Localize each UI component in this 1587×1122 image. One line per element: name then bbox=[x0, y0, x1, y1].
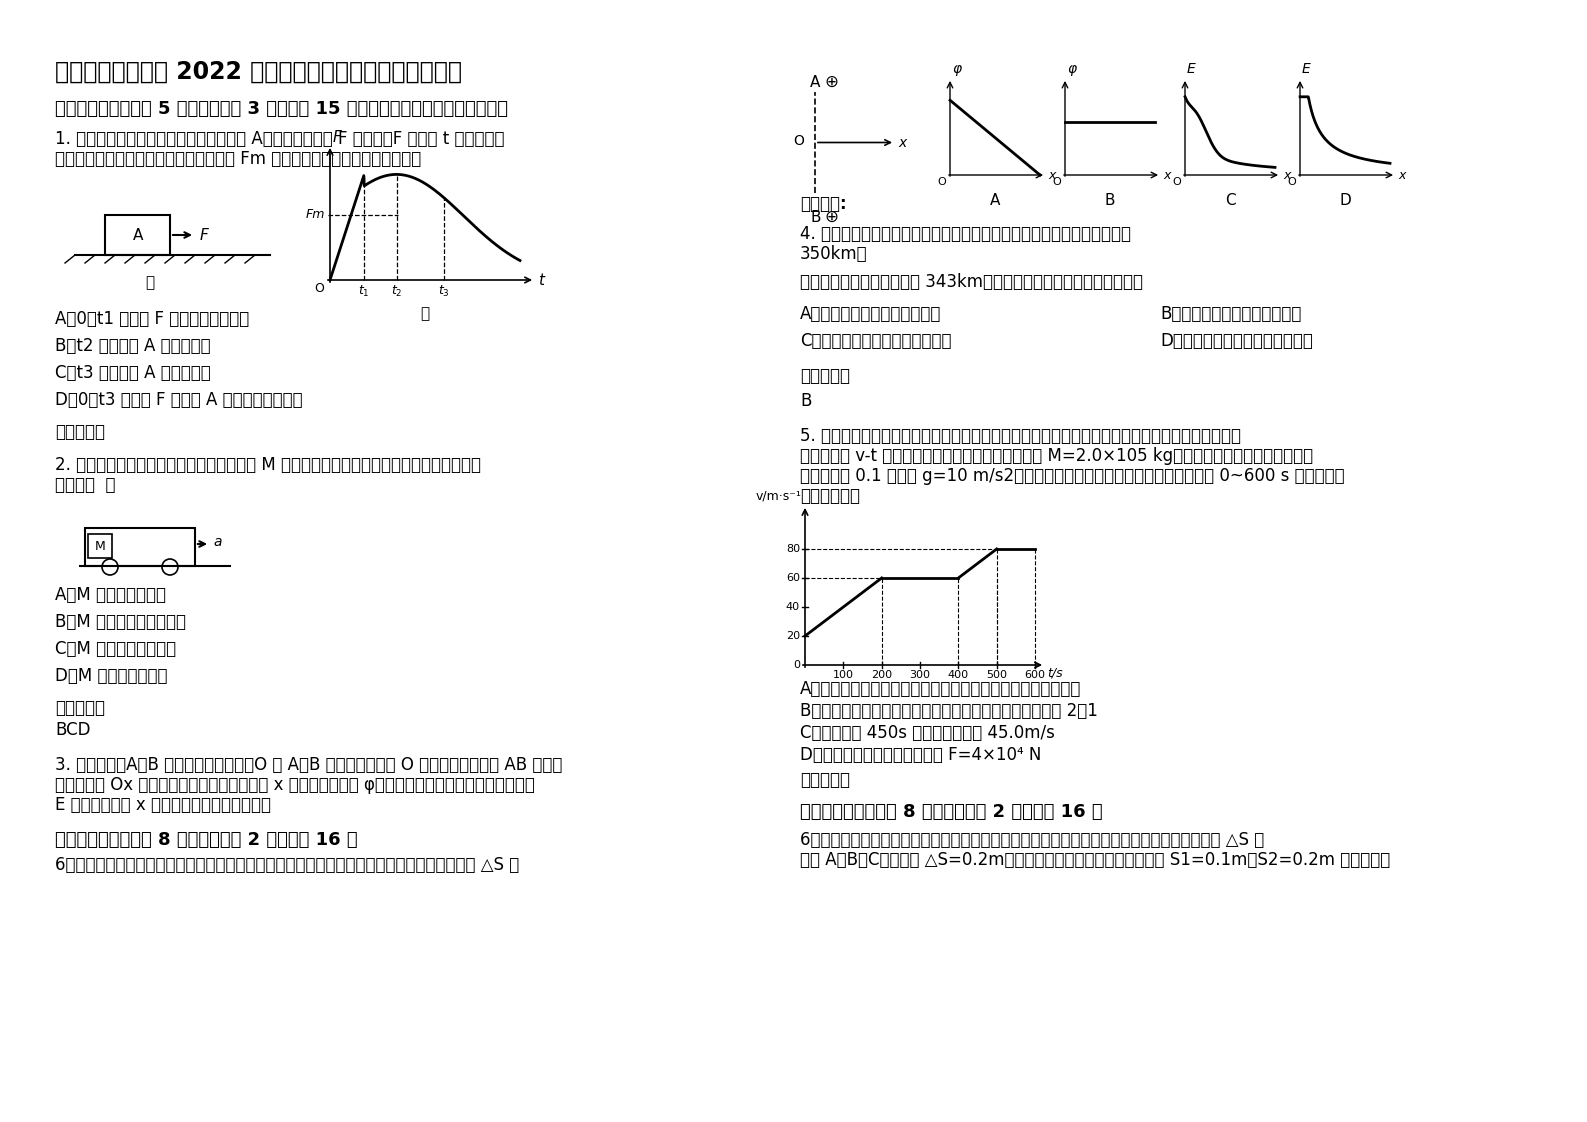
Text: E 的大小随坐标 x 的变化关系，其中正确的是: E 的大小随坐标 x 的变化关系，其中正确的是 bbox=[56, 795, 271, 813]
Text: x: x bbox=[1047, 168, 1055, 182]
Text: A．该动车组第二次加速通过的位移比第一次加速通过的位移小: A．该动车组第二次加速通过的位移比第一次加速通过的位移小 bbox=[800, 680, 1081, 698]
Text: C．M 仍相对于车厢静止: C．M 仍相对于车厢静止 bbox=[56, 640, 176, 657]
Text: a: a bbox=[213, 535, 222, 549]
Text: D: D bbox=[1339, 193, 1351, 208]
Text: 正方向建立 Ox 轴。下列四幅图分别反映了在 x 轴上各点的电势 φ（取无穷远处电势为零）和电场强度: 正方向建立 Ox 轴。下列四幅图分别反映了在 x 轴上各点的电势 φ（取无穷远处… bbox=[56, 776, 535, 794]
Text: C．该动车组 450s 内的平均速度为 45.0m/s: C．该动车组 450s 内的平均速度为 45.0m/s bbox=[800, 724, 1055, 742]
Text: D．0～t3 时间内 F 对物块 A 先做正功后做负功: D．0～t3 时间内 F 对物块 A 先做正功后做负功 bbox=[56, 390, 303, 410]
Text: $t_1$: $t_1$ bbox=[359, 284, 370, 300]
Text: O: O bbox=[794, 134, 805, 147]
Text: $t_3$: $t_3$ bbox=[438, 284, 449, 300]
Text: 神州八号的运行轨道高度为 343km。它们的运行轨道均视为圆周，则：: 神州八号的运行轨道高度为 343km。它们的运行轨道均视为圆周，则： bbox=[800, 273, 1143, 291]
Text: φ: φ bbox=[952, 62, 962, 76]
Bar bbox=[87, 534, 113, 558]
Text: 是其重力的 0.1 倍，取 g=10 m/s2。在该同学所记录的这段时间内（即图像中的 0~600 s 内），以下: 是其重力的 0.1 倍，取 g=10 m/s2。在该同学所记录的这段时间内（即图… bbox=[800, 467, 1344, 485]
Text: t/s: t/s bbox=[1047, 666, 1063, 680]
Bar bbox=[86, 528, 195, 565]
Text: 一、选择题：本题共 5 小题，每小题 3 分，共计 15 分．每小题只有一个选项符合题意: 一、选择题：本题共 5 小题，每小题 3 分，共计 15 分．每小题只有一个选项… bbox=[56, 100, 508, 118]
Text: F: F bbox=[333, 130, 341, 145]
Text: 参考答案：: 参考答案： bbox=[56, 423, 105, 441]
Text: 1. 如图甲所示，静止在水平地面上的物块 A，受到水平拉力 F 的作用，F 与时间 t 的关系如图: 1. 如图甲所示，静止在水平地面上的物块 A，受到水平拉力 F 的作用，F 与时… bbox=[56, 130, 505, 148]
Text: 乙所示。设物块与地面间的最大静摩擦力 Fm 的大小与滑动摩擦力大小相等。则: 乙所示。设物块与地面间的最大静摩擦力 Fm 的大小与滑动摩擦力大小相等。则 bbox=[56, 150, 421, 168]
Text: A: A bbox=[133, 228, 143, 242]
Text: 乙: 乙 bbox=[421, 306, 430, 321]
Text: F: F bbox=[200, 228, 209, 242]
Text: A: A bbox=[809, 75, 820, 90]
Text: 3. 如图所示，A、B 为两个等量点电荷，O 为 A、B 连线的中点，以 O 为坐标原点，垂直 AB 向右为: 3. 如图所示，A、B 为两个等量点电荷，O 为 A、B 连线的中点，以 O 为… bbox=[56, 756, 562, 774]
Text: 400: 400 bbox=[947, 670, 970, 680]
Text: M: M bbox=[95, 540, 105, 552]
Text: x: x bbox=[1163, 168, 1170, 182]
Text: 0: 0 bbox=[794, 660, 800, 670]
Text: 参考答案：: 参考答案： bbox=[800, 367, 851, 385]
Text: B．天宫一号比神州八号周期大: B．天宫一号比神州八号周期大 bbox=[1160, 305, 1301, 323]
Text: 20: 20 bbox=[786, 631, 800, 641]
Text: O: O bbox=[1287, 177, 1297, 187]
Text: $t_2$: $t_2$ bbox=[390, 284, 402, 300]
Text: 2. 如图所示，当小车向右加速运动时，物块 M 相对车厢静止于竖直车厢壁上，当车的加速度: 2. 如图所示，当小车向右加速运动时，物块 M 相对车厢静止于竖直车厢壁上，当车… bbox=[56, 456, 481, 473]
Text: ⊕: ⊕ bbox=[824, 208, 838, 226]
Text: 三点 A、B、C，并测得 △S=0.2m，又测出它们竖直之间的距离分别为 S1=0.1m，S2=0.2m 利用这些数: 三点 A、B、C，并测得 △S=0.2m，又测出它们竖直之间的距离分别为 S1=… bbox=[800, 850, 1390, 870]
Text: E: E bbox=[1301, 62, 1311, 76]
Text: x: x bbox=[898, 136, 906, 149]
Text: 参考答案：: 参考答案： bbox=[800, 771, 851, 789]
Text: 参考答案：: 参考答案： bbox=[56, 699, 105, 717]
Text: O: O bbox=[1173, 177, 1181, 187]
Text: v/m·s⁻¹: v/m·s⁻¹ bbox=[755, 489, 801, 502]
Text: 参考答案:: 参考答案: bbox=[800, 195, 846, 213]
Text: D．天宫一号比神州八号加速度大: D．天宫一号比神州八号加速度大 bbox=[1160, 332, 1312, 350]
Circle shape bbox=[162, 559, 178, 574]
Text: 甲: 甲 bbox=[146, 275, 154, 289]
Text: B: B bbox=[800, 392, 811, 410]
Text: D．该动车组牵引力的最大值为 F=4×10⁴ N: D．该动车组牵引力的最大值为 F=4×10⁴ N bbox=[800, 746, 1041, 764]
Text: 200: 200 bbox=[871, 670, 892, 680]
Text: x: x bbox=[1282, 168, 1290, 182]
Text: C．t3 时刻物块 A 的动能最大: C．t3 时刻物块 A 的动能最大 bbox=[56, 364, 211, 381]
Text: 二、填空题：本题共 8 小题，每小题 2 分，共计 16 分: 二、填空题：本题共 8 小题，每小题 2 分，共计 16 分 bbox=[56, 831, 357, 849]
Text: B: B bbox=[1105, 193, 1116, 208]
Text: 增大时（  ）: 增大时（ ） bbox=[56, 476, 116, 494]
Text: Fm: Fm bbox=[306, 208, 325, 221]
Text: 出了相应的 v-t 图，如图所示。已知动车组的总质量 M=2.0×105 kg，已知动车组运动时受到的阻力: 出了相应的 v-t 图，如图所示。已知动车组的总质量 M=2.0×105 kg，… bbox=[800, 447, 1312, 465]
Text: 600: 600 bbox=[1025, 670, 1046, 680]
Text: B．t2 时刻物块 A 的速度最大: B．t2 时刻物块 A 的速度最大 bbox=[56, 337, 211, 355]
Text: 4. 我国发射的天宫一号和神舟八号在对接前，天宫一号的运行轨道高度为: 4. 我国发射的天宫一号和神舟八号在对接前，天宫一号的运行轨道高度为 bbox=[800, 226, 1132, 243]
Text: 40: 40 bbox=[786, 603, 800, 611]
Bar bbox=[105, 215, 170, 255]
Text: 80: 80 bbox=[786, 544, 800, 554]
Text: E: E bbox=[1187, 62, 1195, 76]
Text: D．M 受静摩擦力不变: D．M 受静摩擦力不变 bbox=[56, 666, 168, 686]
Text: A．0～t1 时间内 F 对物体做的功为零: A．0～t1 时间内 F 对物体做的功为零 bbox=[56, 310, 249, 328]
Text: φ: φ bbox=[1066, 62, 1076, 76]
Text: 6．一个学生在做平抛实验中，只画出了如图所示的一部分曲线，他在曲线上任取水平距离均为 △S 的: 6．一个学生在做平抛实验中，只画出了如图所示的一部分曲线，他在曲线上任取水平距离… bbox=[56, 856, 519, 874]
Circle shape bbox=[102, 559, 117, 574]
Text: C: C bbox=[1225, 193, 1235, 208]
Text: B．M 对车厢壁的压力增大: B．M 对车厢壁的压力增大 bbox=[56, 613, 186, 631]
Text: 分析正确的是: 分析正确的是 bbox=[800, 487, 860, 505]
Text: O: O bbox=[314, 282, 324, 295]
Text: B．该动车组第二次加速与第一次加速的加速度大小之比为 2：1: B．该动车组第二次加速与第一次加速的加速度大小之比为 2：1 bbox=[800, 702, 1098, 720]
Text: 100: 100 bbox=[833, 670, 854, 680]
Text: t: t bbox=[538, 273, 544, 287]
Text: O: O bbox=[1052, 177, 1062, 187]
Text: ⊕: ⊕ bbox=[824, 73, 838, 91]
Text: 二、填空题：本题共 8 小题，每小题 2 分，共计 16 分: 二、填空题：本题共 8 小题，每小题 2 分，共计 16 分 bbox=[800, 803, 1103, 821]
Text: A: A bbox=[990, 193, 1000, 208]
Text: O: O bbox=[938, 177, 946, 187]
Text: x: x bbox=[1398, 168, 1406, 182]
Text: 5. 某同学乘坐动车组动车组，他用车载测速仪，记录了动车组在平直轨道上不同时刻的速度，并作: 5. 某同学乘坐动车组动车组，他用车载测速仪，记录了动车组在平直轨道上不同时刻的… bbox=[800, 427, 1241, 445]
Text: C．天宫一号比神州八号角速度大: C．天宫一号比神州八号角速度大 bbox=[800, 332, 952, 350]
Text: A．M 受静摩擦力增大: A．M 受静摩擦力增大 bbox=[56, 586, 167, 604]
Text: BCD: BCD bbox=[56, 721, 90, 739]
Text: 300: 300 bbox=[909, 670, 930, 680]
Text: 500: 500 bbox=[986, 670, 1008, 680]
Text: 350km，: 350km， bbox=[800, 245, 868, 263]
Text: B: B bbox=[809, 210, 820, 226]
Text: 重庆巫溪尖山中学 2022 年高三物理上学期期末试题含解析: 重庆巫溪尖山中学 2022 年高三物理上学期期末试题含解析 bbox=[56, 59, 462, 84]
Text: 6．一个学生在做平抛实验中，只画出了如图所示的一部分曲线，他在曲线上任取水平距离均为 △S 的: 6．一个学生在做平抛实验中，只画出了如图所示的一部分曲线，他在曲线上任取水平距离… bbox=[800, 831, 1265, 849]
Text: 60: 60 bbox=[786, 573, 800, 583]
Text: A．天宫一号比神州八号速度大: A．天宫一号比神州八号速度大 bbox=[800, 305, 941, 323]
